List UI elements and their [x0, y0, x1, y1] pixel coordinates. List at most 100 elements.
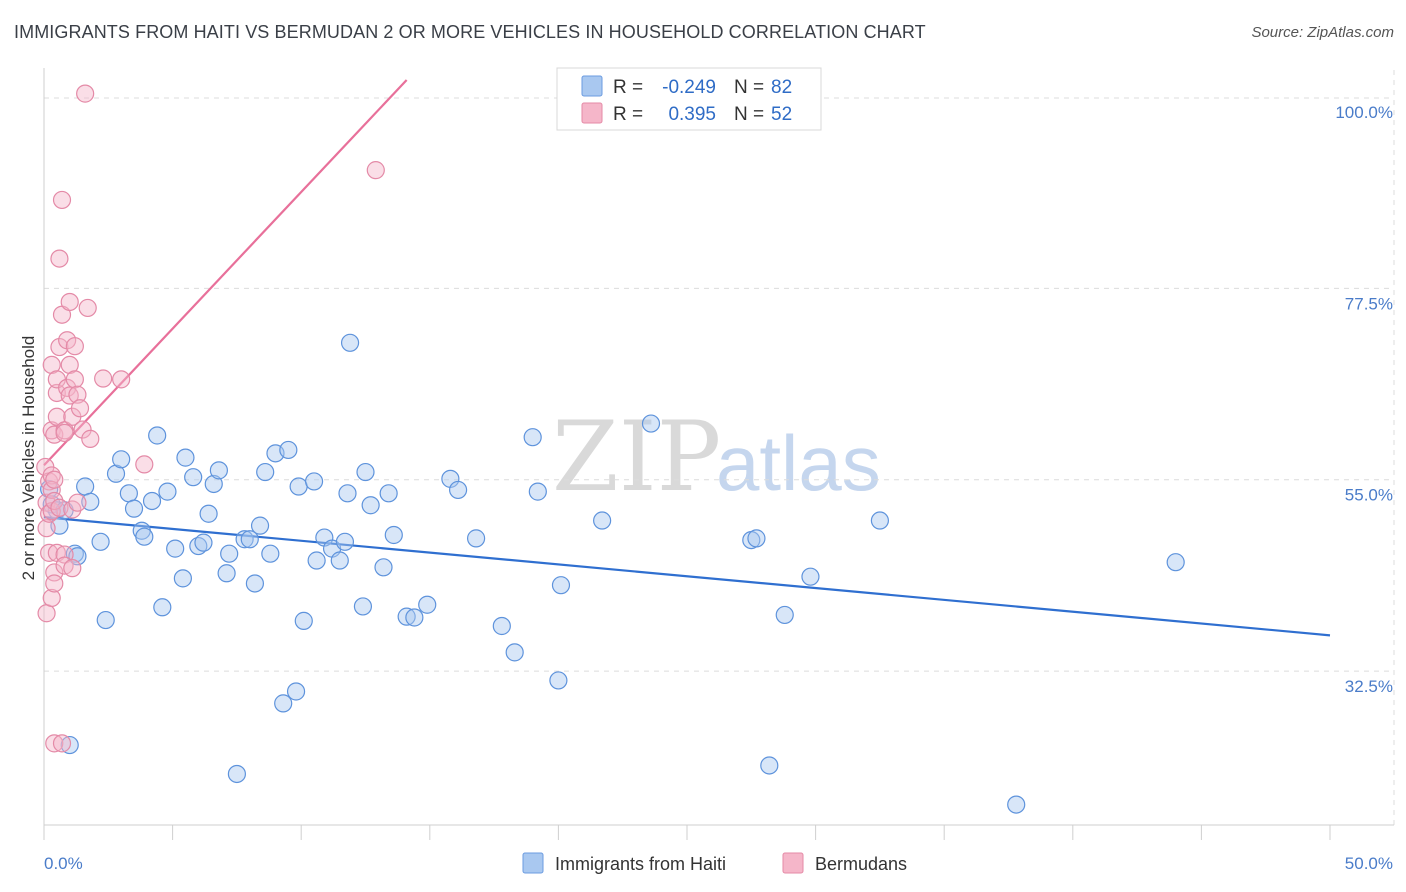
- bermudan-point: [55, 423, 74, 443]
- haiti-point: [304, 472, 324, 491]
- bermudan-point: [135, 455, 154, 474]
- haiti-point: [466, 529, 486, 548]
- haiti-point: [240, 530, 259, 549]
- haiti-point: [492, 616, 511, 636]
- bottom-legend-label-bermudans: Bermudans: [815, 854, 907, 874]
- bermudan-point: [50, 337, 69, 357]
- bermudan-point: [45, 734, 64, 753]
- haiti-point: [189, 536, 208, 556]
- haiti-point: [250, 516, 270, 535]
- bermudan-point: [42, 588, 61, 608]
- haiti-point: [153, 598, 172, 617]
- y-tick-label: 32.5%: [1345, 677, 1393, 696]
- bermudan-point: [52, 190, 72, 210]
- haiti-point: [227, 764, 246, 784]
- haiti-point: [523, 428, 542, 447]
- axes: [43, 68, 1394, 840]
- bermudan-point: [78, 298, 97, 318]
- bermudan-point: [76, 84, 95, 103]
- bermudan-point: [42, 355, 61, 375]
- bermudan-point: [40, 543, 59, 562]
- haiti-point: [870, 511, 890, 530]
- haiti-point: [204, 474, 223, 494]
- legend-r-value: -0.249: [662, 77, 716, 98]
- y-tick-label: 77.5%: [1345, 294, 1393, 313]
- bermudan-point: [68, 385, 87, 404]
- haiti-point: [279, 440, 298, 460]
- haiti-point: [119, 484, 138, 503]
- haiti-point: [76, 477, 95, 496]
- bermudan-point: [68, 493, 87, 512]
- haiti-point: [96, 610, 115, 630]
- haiti-point: [338, 484, 357, 503]
- bermudan-point: [73, 420, 92, 439]
- bermudan-trend-line: [43, 79, 408, 467]
- legend-n-value: 52: [771, 104, 792, 125]
- haiti-point: [294, 611, 313, 630]
- haiti-point: [235, 530, 254, 549]
- haiti-point: [194, 533, 213, 552]
- haiti-point: [199, 504, 218, 523]
- haiti-point: [286, 682, 306, 701]
- bermudan-point: [60, 355, 79, 375]
- haiti-point: [158, 482, 177, 501]
- haiti-point: [148, 426, 167, 445]
- bermudan-point: [45, 470, 64, 489]
- y-tick-label: 100.0%: [1335, 103, 1393, 122]
- y-tick-labels: 32.5% 55.0% 77.5% 100.0%: [1335, 103, 1393, 696]
- bermudan-point: [70, 399, 90, 418]
- haiti-point: [801, 567, 820, 586]
- haiti-point: [448, 480, 468, 500]
- haiti-point: [747, 529, 766, 548]
- legend-swatch-haiti: [581, 75, 603, 97]
- haiti-point: [528, 482, 547, 501]
- bermudan-point: [37, 604, 56, 623]
- haiti-point: [106, 464, 126, 483]
- haiti-point: [551, 576, 571, 595]
- bottom-legend-label-haiti: Immigrants from Haiti: [555, 854, 726, 874]
- bermudan-point: [65, 370, 84, 389]
- legend-r-label: R =: [613, 77, 643, 98]
- haiti-point: [307, 551, 326, 570]
- haiti-point: [173, 569, 192, 588]
- haiti-point: [335, 532, 355, 551]
- haiti-point: [374, 558, 393, 577]
- haiti-point: [361, 496, 380, 515]
- legend-swatch-bermudans: [581, 102, 603, 124]
- haiti-point: [353, 597, 373, 616]
- watermark-atlas: atlas: [716, 419, 881, 507]
- haiti-point: [112, 450, 131, 469]
- haiti-point: [356, 462, 375, 482]
- haiti-point: [405, 608, 424, 627]
- haiti-point: [135, 527, 154, 546]
- source-credit: Source: ZipAtlas.com: [1251, 24, 1394, 41]
- x-tick-labels: 0.0% 50.0%: [44, 854, 1393, 873]
- haiti-point: [217, 564, 236, 583]
- haiti-point: [261, 544, 280, 563]
- legend-n-value: 82: [771, 77, 792, 98]
- haiti-point: [142, 491, 162, 511]
- chart-title: IMMIGRANTS FROM HAITI VS BERMUDAN 2 OR M…: [14, 22, 926, 42]
- bermudan-point: [50, 249, 69, 268]
- bermudan-point: [366, 161, 385, 180]
- stats-legend: R = -0.249 N = 82 R = 0.395 N = 52: [556, 67, 822, 131]
- haiti-point: [1007, 795, 1026, 814]
- x-tick-label: 0.0%: [44, 854, 83, 873]
- y-tick-label: 55.0%: [1345, 486, 1393, 505]
- haiti-point: [256, 462, 275, 482]
- haiti-point: [209, 461, 228, 480]
- legend-r-value: 0.395: [668, 104, 716, 125]
- haiti-point: [418, 595, 437, 614]
- bermudan-point: [37, 519, 56, 538]
- haiti-point: [379, 484, 398, 503]
- bottom-legend-swatch-haiti: [522, 852, 544, 874]
- haiti-point: [60, 735, 79, 755]
- haiti-point: [176, 448, 195, 467]
- haiti-point: [641, 414, 661, 433]
- haiti-point: [549, 671, 568, 690]
- watermark-zip: ZIP: [552, 401, 721, 513]
- haiti-point: [1166, 553, 1185, 572]
- bermudan-point: [47, 407, 66, 426]
- legend-r-label: R =: [613, 104, 643, 125]
